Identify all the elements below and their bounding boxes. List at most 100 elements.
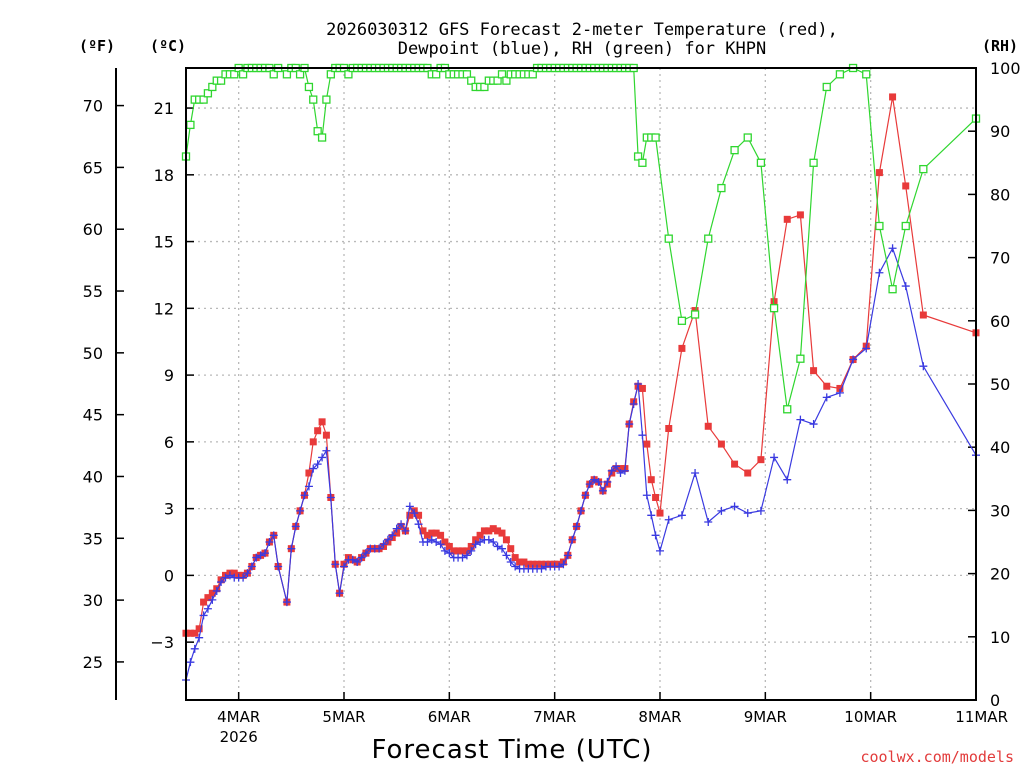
dewpoint-point [410, 509, 419, 518]
dewpoint-point [875, 268, 884, 277]
fahrenheit-tick-label: 70 [83, 97, 103, 116]
temperature-point [810, 367, 818, 375]
temperature-point [230, 569, 238, 577]
rh-tick-label: 80 [990, 185, 1010, 204]
dewpoint-point [383, 535, 392, 544]
chart-title-line2: Dewpoint (blue), RH (green) for KHPN [398, 39, 766, 59]
temperature-point [437, 531, 445, 539]
temperature-point [656, 509, 664, 517]
temperature-point [200, 598, 208, 606]
dewpoint-point [484, 535, 493, 544]
temperature-point [432, 529, 440, 537]
temperature-point [186, 629, 194, 637]
rh-point [835, 70, 845, 79]
dewpoint-point [432, 538, 441, 546]
fahrenheit-tick-label: 55 [83, 282, 103, 301]
rh-tick-label: 30 [990, 501, 1010, 520]
temperature-point [441, 538, 449, 546]
fahrenheit-tick-label: 50 [83, 344, 103, 363]
dewpoint-point [388, 531, 397, 540]
rh-tick-label: 20 [990, 565, 1010, 584]
temperature-point [757, 456, 765, 464]
dewpoint-point [506, 558, 515, 567]
temperature-point [406, 511, 414, 519]
rh-point [216, 76, 226, 85]
temperature-point [208, 589, 216, 597]
dewpoint-point [221, 573, 230, 582]
dewpoint-point [656, 546, 664, 555]
rh-point [462, 70, 472, 79]
rh-tick-label: 40 [990, 438, 1010, 457]
rh-point [690, 310, 700, 319]
temperature-point [836, 384, 844, 392]
dewpoint-point [677, 511, 686, 520]
temperature-point [783, 215, 791, 223]
temperature-point [617, 465, 624, 473]
dewpoint-point [348, 555, 357, 564]
dewpoint-point [304, 482, 313, 491]
dewpoint-point [296, 506, 305, 515]
temperature-point [538, 560, 545, 568]
time-axis: 4MAR 2026 5MAR 6MAR 7MAR 8MAR 9MAR 10MAR 11MAR [217, 692, 1008, 746]
dewpoint-point [414, 520, 423, 529]
rh-point [230, 70, 239, 79]
dewpoint-point [770, 453, 779, 462]
dewpoint-point [282, 598, 291, 607]
dewpoint-point [335, 589, 344, 598]
rh-point [467, 76, 476, 85]
dewpoint-point [489, 538, 498, 546]
temperature-point [305, 469, 313, 477]
rh-point [633, 152, 643, 161]
time-tick-label: 11MAR [955, 708, 1008, 726]
dewpoint-point [704, 517, 713, 526]
time-tick-label: 10MAR [844, 708, 897, 726]
rh-point [186, 120, 195, 130]
temperature-point [204, 594, 212, 602]
temperature-point [875, 169, 883, 177]
rh-tick-label: 70 [990, 249, 1010, 268]
temperature-point [419, 527, 427, 535]
dewpoint-point [625, 420, 634, 429]
dewpoint-point [559, 560, 568, 569]
dewpoint-point [212, 586, 221, 595]
temperature-point [731, 460, 739, 468]
temperature-point [467, 542, 475, 550]
temperature-point [902, 182, 910, 190]
dewpoint-point [462, 551, 471, 560]
dewpoint-point [322, 446, 331, 455]
celsius-tick-label: 21 [154, 99, 174, 118]
dewpoint-point [581, 491, 590, 500]
chart-title-line1: 2026030312 GFS Forecast 2-meter Temperat… [326, 20, 838, 40]
rh-point [238, 70, 248, 79]
dewpoint-point [445, 549, 454, 558]
temperature-point [652, 493, 660, 501]
rh-point [862, 70, 871, 79]
dewpoint-point [247, 562, 256, 571]
temperature-point [454, 547, 462, 555]
rh-point [888, 285, 897, 294]
dewpoint-point [647, 511, 656, 520]
temperature-line [186, 96, 977, 634]
rh-point [743, 133, 752, 142]
dewpoint-point [642, 491, 651, 500]
temperature-point [309, 438, 317, 446]
dewpoint-point [862, 344, 871, 353]
dewpoint-point [620, 466, 629, 475]
temperature-point [647, 476, 655, 484]
temperature-point [445, 542, 453, 550]
temperature-point [516, 558, 524, 566]
time-tick-label: 8MAR [638, 708, 681, 726]
temperature-point [195, 625, 203, 633]
dewpoint-point [436, 540, 445, 549]
temperature-point [322, 431, 330, 439]
dewpoint-point [577, 506, 585, 515]
dewpoint-point [274, 562, 283, 571]
dewpoint-point [190, 644, 199, 653]
temperature-point [423, 531, 431, 539]
rh-point [326, 70, 335, 79]
fahrenheit-tick-label: 40 [83, 467, 103, 486]
dewpoint-point [225, 571, 234, 580]
dewpoint-point [309, 464, 318, 473]
rh-point [638, 158, 647, 167]
dewpoint-point [199, 611, 208, 620]
